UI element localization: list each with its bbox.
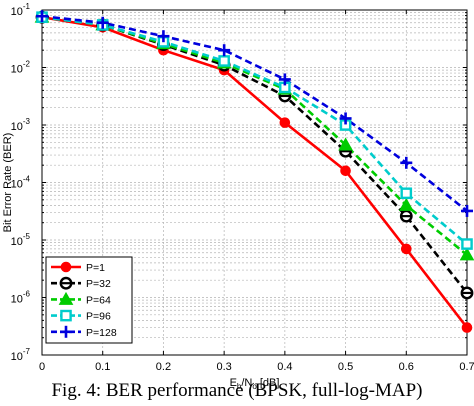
marker-shape [60, 261, 72, 273]
data-point-p96 [461, 238, 473, 250]
x-axis-label-text: Eb/No [dB] [230, 377, 280, 391]
marker-group [34, 9, 474, 333]
x-tick-label: 0 [39, 361, 45, 373]
legend-label: P=32 [86, 278, 111, 290]
y-axis-label: Bit Error Rate (BER) [2, 133, 14, 233]
x-axis-label: Eb/No [dB] [230, 377, 280, 391]
y-tick-label: 10-2 [11, 60, 31, 76]
data-point-p128 [278, 73, 291, 86]
marker-shape [459, 247, 474, 261]
y-axis-label-text: Bit Error Rate (BER) [2, 133, 14, 233]
marker-shape [400, 187, 413, 200]
data-point-p128 [157, 30, 170, 43]
data-point-p1 [461, 322, 473, 333]
legend: P=1 P=32 P=64 P=96 P=128 [45, 256, 133, 344]
series-line-p128 [42, 14, 467, 212]
legend-marker [59, 276, 73, 290]
legend-label: P=96 [86, 311, 111, 323]
data-point-p64 [338, 137, 353, 151]
data-point-p64 [398, 197, 414, 211]
series-group [42, 14, 467, 329]
legend-marker [58, 291, 74, 305]
data-point-p128 [218, 44, 231, 57]
data-point-p128 [339, 112, 352, 125]
marker-shape [398, 197, 414, 211]
marker-shape [461, 322, 473, 333]
legend-label: P=1 [86, 262, 105, 274]
figure-caption: Fig. 4: BER performance (BPSK, full-log-… [51, 380, 423, 401]
data-point-p32 [399, 209, 413, 223]
marker-shape [400, 243, 412, 255]
y-tick-label: 10-5 [11, 232, 31, 248]
marker-shape [461, 238, 473, 250]
x-tick-label: 0.1 [95, 361, 110, 373]
legend-marker [60, 261, 72, 273]
data-point-p96 [400, 187, 413, 200]
legend-label: P=64 [86, 294, 111, 306]
x-tick-label: 0.7 [459, 361, 474, 373]
data-point-p64 [459, 247, 474, 261]
x-tick-label: 0.3 [216, 361, 231, 373]
x-tick-label: 0.6 [399, 361, 414, 373]
data-point-p1 [279, 117, 291, 128]
y-tick-label: 10-1 [11, 2, 31, 18]
marker-shape [279, 117, 291, 128]
marker-shape [58, 291, 74, 305]
data-point-p128 [400, 156, 413, 169]
y-tick-label: 10-6 [11, 290, 31, 306]
legend-marker [60, 309, 72, 322]
marker-shape [338, 137, 353, 151]
series-line-p1 [42, 15, 467, 329]
legend-label: P=128 [86, 327, 117, 339]
data-point-p96 [218, 55, 230, 67]
data-point-p128 [36, 10, 48, 23]
data-point-p32 [460, 286, 474, 300]
x-tick-label: 0.4 [277, 361, 292, 373]
data-point-p1 [340, 165, 351, 177]
data-point-p128 [96, 16, 109, 29]
x-tick-label: 0.2 [156, 361, 171, 373]
data-point-p1 [400, 243, 412, 255]
x-tick-label: 0.5 [338, 361, 353, 373]
y-tick-label: 10-3 [11, 117, 31, 133]
marker-shape [340, 165, 351, 177]
marker-shape [218, 55, 230, 67]
marker-shape [60, 309, 72, 322]
y-tick-label: 10-7 [11, 347, 31, 363]
legend-marker [60, 325, 72, 338]
data-point-p128 [461, 204, 473, 217]
series-line-p96 [42, 15, 467, 246]
